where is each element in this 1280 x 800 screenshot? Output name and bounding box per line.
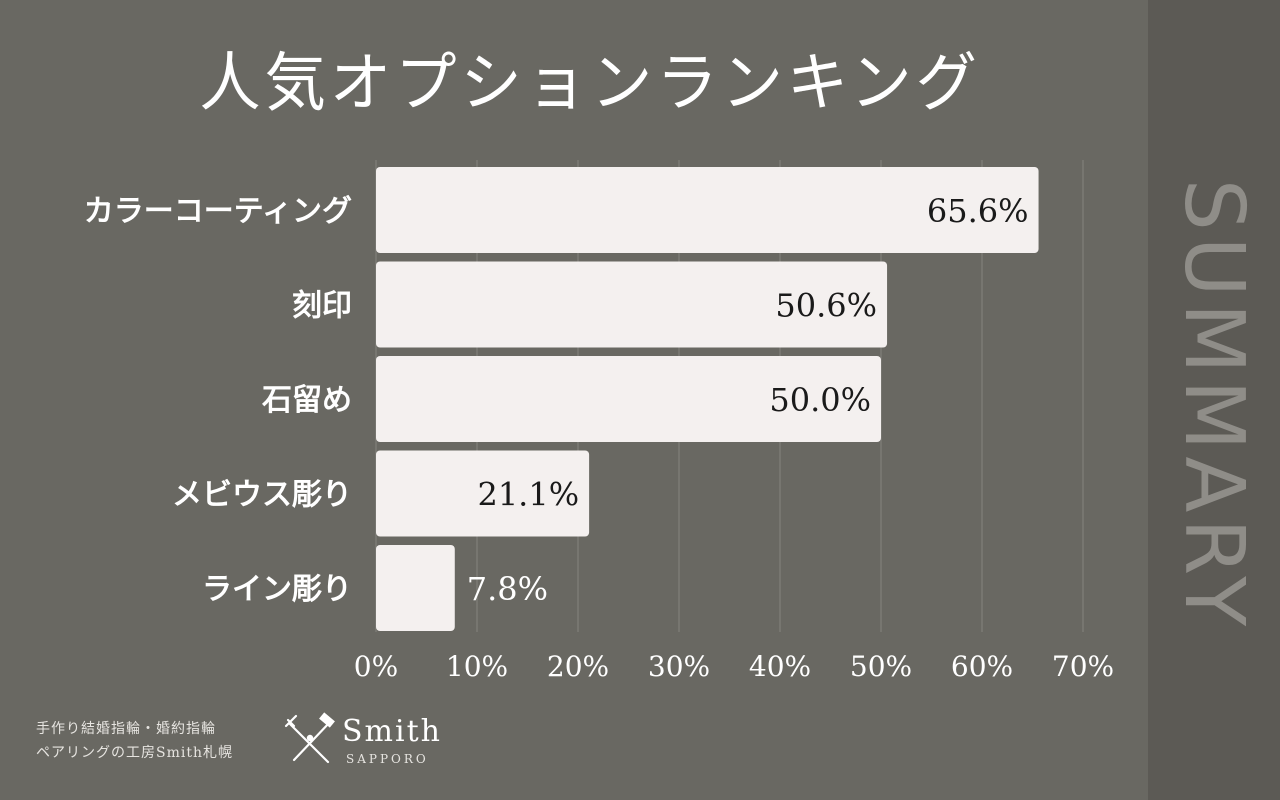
value-label: 50.6%: [775, 287, 877, 325]
category-label: 刻印: [292, 289, 352, 324]
summary-label-wrapper: SUMMARY: [1148, 0, 1280, 800]
x-tick-label: 60%: [951, 650, 1013, 683]
smith-logo: Smith SAPPORO: [282, 712, 472, 772]
category-label: メビウス彫り: [172, 478, 352, 513]
value-label: 50.0%: [769, 381, 871, 419]
bar: [376, 545, 455, 631]
bar-chart: 0% 10% 20% 30% 40% 50% 60% 70% カラーコーティング 65.6% 刻印 5…: [84, 160, 1114, 683]
x-tick-label: 40%: [749, 650, 811, 683]
x-tick-label: 30%: [648, 650, 710, 683]
category-label: ライン彫り: [202, 572, 352, 607]
summary-label: SUMMARY: [1166, 178, 1262, 632]
footer-tagline: 手作り結婚指輪・婚約指輪 ペアリングの工房Smith札幌: [36, 717, 233, 765]
footer-line-2: ペアリングの工房Smith札幌: [36, 745, 233, 761]
crossed-hammer-file-icon: [284, 712, 335, 764]
x-tick-label: 10%: [446, 650, 508, 683]
bar: [376, 261, 888, 348]
x-tick-label: 20%: [547, 650, 609, 683]
value-label: 21.1%: [477, 476, 579, 514]
page-title: 人気オプションランキング: [199, 47, 981, 121]
bar: [376, 450, 590, 537]
sidebar-panel: [1148, 0, 1280, 800]
x-tick-label: 0%: [354, 650, 398, 683]
bar: [376, 167, 1039, 253]
value-label: 65.6%: [927, 192, 1029, 230]
category-label: 石留め: [261, 383, 352, 418]
x-tick-label: 50%: [850, 650, 912, 683]
x-tick-label: 70%: [1052, 650, 1114, 683]
logo-name: Smith: [342, 714, 442, 749]
category-label: カラーコーティング: [84, 194, 352, 229]
logo-subtitle: SAPPORO: [346, 752, 429, 766]
value-label: 7.8%: [467, 570, 548, 608]
footer-line-1: 手作り結婚指輪・婚約指輪: [36, 721, 216, 737]
bar: [376, 356, 881, 442]
